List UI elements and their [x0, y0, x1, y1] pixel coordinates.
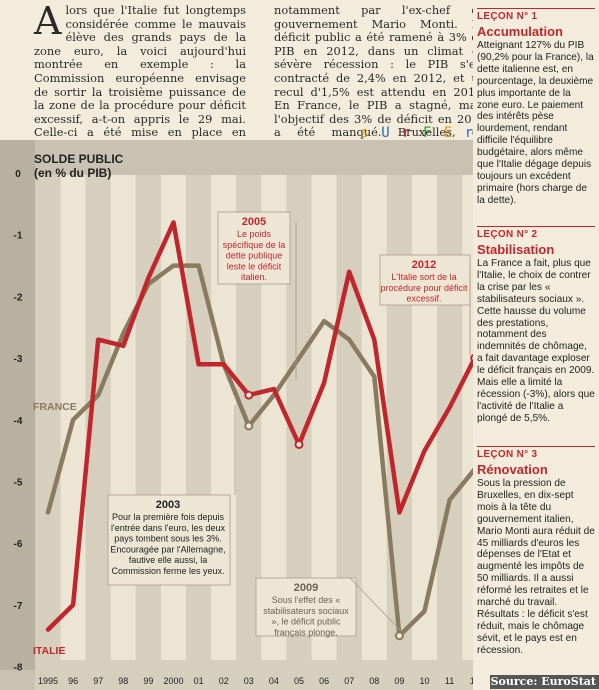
x-tick-label: 08 [369, 676, 379, 686]
annotation-text: spécifique de la [223, 240, 286, 250]
data-point-marker [394, 631, 404, 641]
y-tick-label: 0 [15, 169, 21, 180]
x-tick-label: 98 [118, 676, 128, 686]
x-tick-label: 01 [194, 676, 204, 686]
annotation-text: L'Italie sort de la [391, 272, 456, 282]
annotation-text: dette publique [226, 251, 283, 261]
annotation-text: Sous l'effet des « [272, 595, 341, 605]
lesson-1-head: Accumulation [477, 24, 563, 39]
y-tick-label: -4 [14, 416, 23, 427]
annotation-text: Commission ferme les yeux. [111, 566, 224, 576]
annotation-text: Le poids [237, 229, 272, 239]
lesson-2-tag: LEÇON N° 2 [477, 226, 595, 240]
annotation-year: 2003 [156, 499, 180, 511]
x-tick-label: 99 [143, 676, 153, 686]
y-tick-label: -3 [14, 354, 23, 365]
lesson-1-body: Atteignant 127% du PIB (90,2% pour la Fr… [477, 40, 594, 206]
annotation-text: pays tombent sous les 3%. [114, 534, 222, 544]
x-tick-label: 04 [269, 676, 279, 686]
x-tick-label: 97 [93, 676, 103, 686]
annotation-text: français plonge. [274, 627, 338, 637]
annotation-text: Pour la première fois depuis [112, 512, 225, 522]
y-tick-label: -6 [14, 539, 23, 550]
annotation-text: leste le déficit [227, 261, 282, 271]
lesson-2: LEÇON N° 2 Stabilisation La France a fai… [477, 226, 595, 425]
annotation-text: », le déficit public [271, 617, 341, 627]
annotation-text: l'entrée dans l'euro, les deux [111, 523, 226, 533]
x-tick-label: 2000 [163, 676, 183, 686]
sidebar: LEÇON N° 1 Accumulation Atteignant 127% … [473, 0, 599, 690]
series-label-italie: ITALIE [33, 645, 65, 657]
chart-title-line1: SOLDE PUBLIC [34, 152, 124, 166]
x-tick-label: 05 [294, 676, 304, 686]
source-name: EuroStat [541, 675, 596, 688]
x-tick-label: 07 [344, 676, 354, 686]
annotation-text: Encouragée par l'Allemagne, [110, 544, 225, 554]
lesson-2-head: Stabilisation [477, 242, 555, 257]
x-tick-label: 06 [319, 676, 329, 686]
y-tick-label: -7 [14, 601, 23, 612]
annotation-year: 2009 [294, 582, 318, 594]
y-tick-label: -5 [14, 478, 23, 489]
source-box: Source: EuroStat [490, 675, 599, 689]
annotation-text: excessif. [406, 294, 441, 304]
annotation-text: fautive elle aussi, la [129, 555, 208, 565]
y-tick-label: -1 [14, 231, 23, 242]
x-tick-label: 02 [219, 676, 229, 686]
lesson-3-tag: LEÇON N° 3 [477, 446, 595, 460]
series-label-france: FRANCE [33, 401, 77, 413]
x-tick-label: 03 [244, 676, 254, 686]
annotation-text: stabilisateurs sociaux [263, 606, 349, 616]
data-point-marker [244, 390, 254, 400]
lesson-3: LEÇON N° 3 Rénovation Sous la pression d… [477, 446, 595, 657]
x-tick-label: 96 [68, 676, 78, 686]
x-tick-label: 10 [419, 676, 429, 686]
x-tick-label: 09 [394, 676, 404, 686]
annotation-year: 2005 [242, 216, 266, 228]
x-tick-label: 1995 [38, 676, 58, 686]
chart-title-line2: (en % du PIB) [34, 166, 112, 180]
annotation-year: 2012 [412, 259, 436, 271]
lesson-2-body: La France a fait, plus que l'Italie, le … [477, 258, 595, 424]
lesson-3-body: Sous la pression de Bruxelles, en dix-se… [477, 478, 595, 656]
annotation-text: italien. [241, 272, 267, 282]
data-point-marker [244, 421, 254, 431]
lesson-1-tag: LEÇON N° 1 [477, 8, 595, 22]
chart-title: SOLDE PUBLIC (en % du PIB) [34, 152, 123, 180]
data-point-marker [294, 439, 304, 449]
dropcap: A [34, 0, 62, 43]
annotation-text: procédure pour déficit [380, 283, 468, 293]
y-tick-label: -2 [14, 292, 23, 303]
lesson-1: LEÇON N° 1 Accumulation Atteignant 127% … [477, 8, 595, 207]
lesson-3-head: Rénovation [477, 462, 548, 477]
series-line-italie [45, 220, 477, 632]
y-tick-label: -8 [14, 663, 23, 674]
source-label: Source: [490, 675, 542, 688]
x-tick-label: 11 [445, 676, 454, 686]
